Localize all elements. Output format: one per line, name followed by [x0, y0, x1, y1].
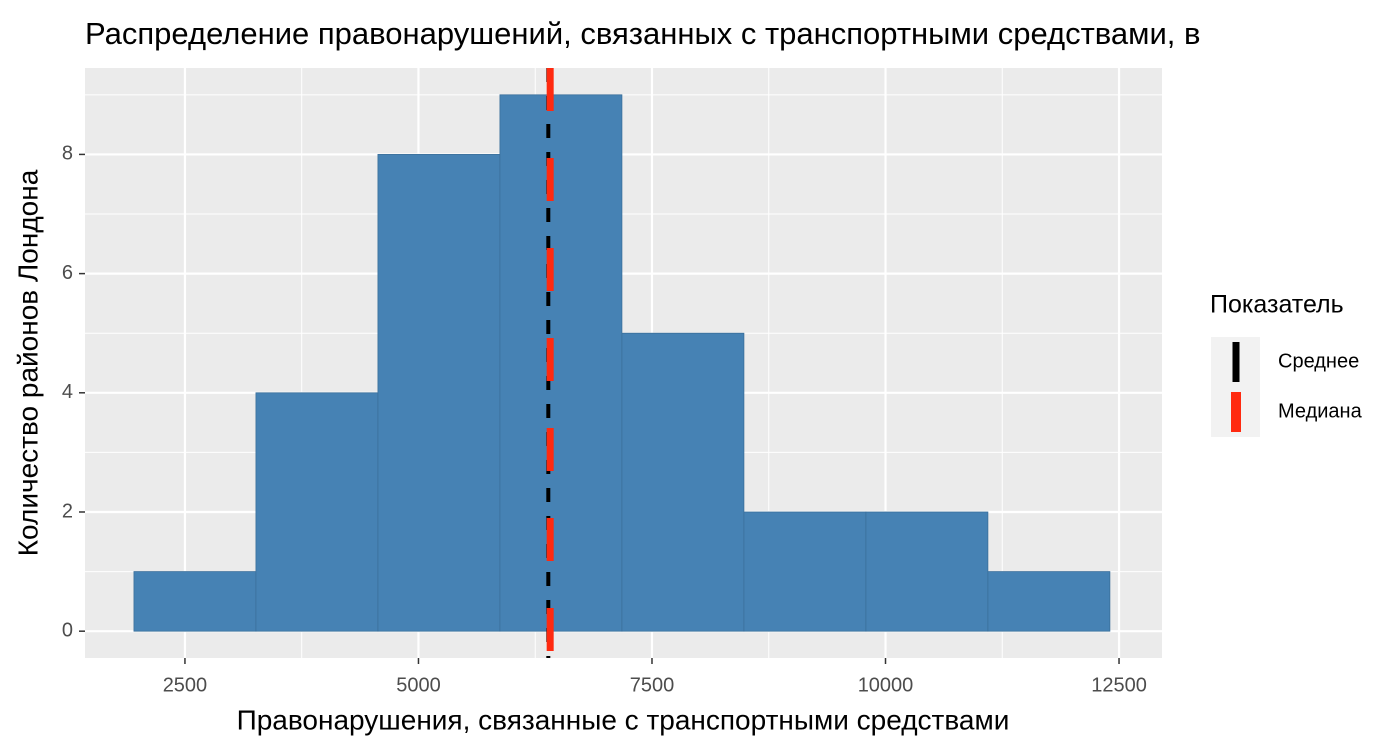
legend: Показатель Среднее Медиана	[1210, 291, 1363, 437]
chart-title: Распределение правонарушений, связанных …	[85, 16, 1200, 51]
x-axis-title: Правонарушения, связанные с транспортным…	[237, 704, 1010, 735]
legend-label: Среднее	[1278, 350, 1359, 372]
y-axis-title: Количество районов Лондона	[12, 169, 43, 556]
histogram-bar	[865, 511, 989, 632]
marks	[133, 68, 1111, 658]
legend-label: Медиана	[1278, 400, 1363, 422]
histogram-bar	[255, 392, 379, 632]
x-tick-label: 7500	[630, 674, 675, 696]
legend-title: Показатель	[1210, 291, 1344, 319]
histogram-bar	[133, 571, 257, 632]
y-tick-label: 2	[62, 500, 73, 522]
histogram-bar	[743, 511, 867, 632]
x-tick-label: 5000	[396, 674, 441, 696]
y-tick-label: 6	[62, 262, 73, 284]
histogram-bar	[987, 571, 1111, 632]
y-tick-label: 4	[62, 381, 73, 403]
histogram-bar	[499, 94, 623, 632]
y-tick-label: 0	[62, 619, 73, 641]
x-tick-label: 10000	[858, 674, 914, 696]
x-tick-label: 2500	[163, 674, 208, 696]
histogram-bar	[377, 154, 501, 632]
axes: 2500 5000 7500 10000 12500 0 2 4 6 8	[62, 143, 1147, 697]
y-tick-label: 8	[62, 143, 73, 165]
x-tick-label: 12500	[1091, 674, 1147, 696]
histogram-bar	[621, 332, 745, 632]
